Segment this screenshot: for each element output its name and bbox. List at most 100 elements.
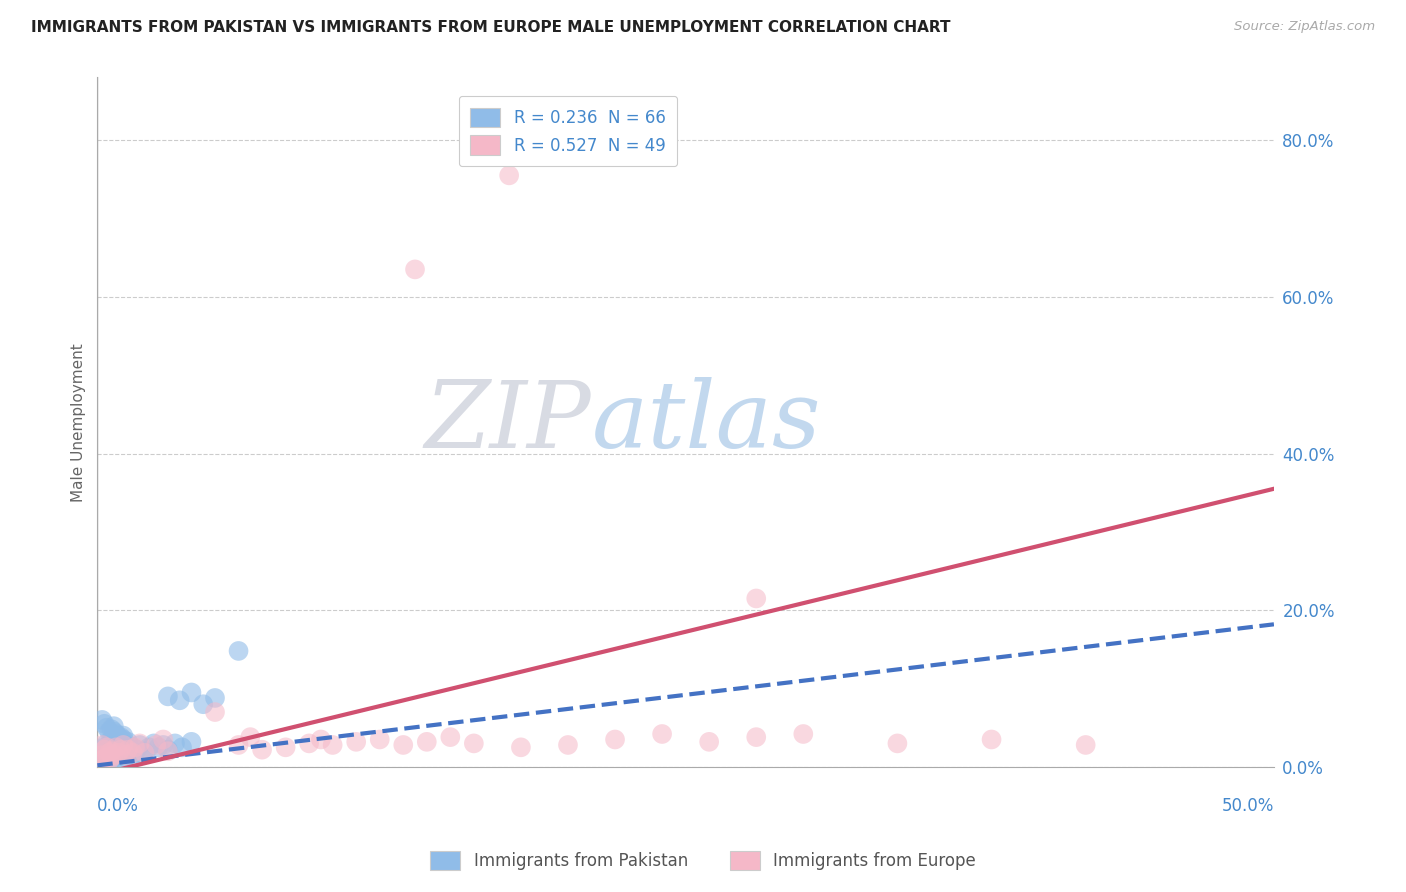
Point [193, 697, 215, 711]
Point [142, 736, 165, 750]
Point [651, 727, 673, 741]
Point [152, 732, 174, 747]
Point [117, 748, 139, 763]
Point [134, 744, 156, 758]
Point [128, 738, 150, 752]
Point [112, 732, 135, 747]
Point [114, 748, 136, 763]
Point [180, 685, 202, 699]
Point [228, 644, 250, 658]
Point [392, 738, 415, 752]
Point [134, 746, 156, 760]
Point [368, 732, 391, 747]
Point [98, 754, 121, 768]
Point [322, 738, 344, 752]
Point [163, 736, 186, 750]
Point [124, 740, 146, 755]
Point [110, 742, 132, 756]
Point [152, 738, 174, 752]
Point [228, 738, 250, 752]
Point [204, 705, 226, 719]
Point [100, 750, 122, 764]
Point [105, 740, 128, 755]
Point [145, 738, 167, 752]
Point [169, 693, 191, 707]
Point [980, 732, 1002, 747]
Point [121, 750, 143, 764]
Point [103, 754, 125, 768]
Point [1074, 738, 1097, 752]
Point [100, 742, 122, 756]
Point [103, 748, 125, 763]
Point [112, 738, 135, 752]
Point [103, 719, 125, 733]
Point [107, 730, 129, 744]
Point [96, 721, 118, 735]
Point [93, 742, 115, 756]
Point [128, 736, 150, 750]
Point [250, 742, 273, 756]
Point [148, 740, 170, 755]
Point [745, 730, 768, 744]
Text: IMMIGRANTS FROM PAKISTAN VS IMMIGRANTS FROM EUROPE MALE UNEMPLOYMENT CORRELATION: IMMIGRANTS FROM PAKISTAN VS IMMIGRANTS F… [31, 20, 950, 35]
Point [557, 738, 579, 752]
Y-axis label: Male Unemployment: Male Unemployment [72, 343, 86, 501]
Point [100, 744, 122, 758]
Point [439, 730, 461, 744]
Point [603, 732, 626, 747]
Point [112, 729, 135, 743]
Point [498, 169, 520, 183]
Point [105, 750, 128, 764]
Point [110, 752, 132, 766]
Text: Source: ZipAtlas.com: Source: ZipAtlas.com [1234, 20, 1375, 33]
Point [100, 752, 122, 766]
Point [170, 740, 193, 755]
Point [124, 746, 146, 760]
Point [91, 754, 114, 768]
Point [117, 742, 139, 756]
Point [792, 727, 814, 741]
Point [89, 756, 111, 770]
Point [298, 736, 321, 750]
Text: 0.0%: 0.0% [97, 797, 139, 814]
Legend: Immigrants from Pakistan, Immigrants from Europe: Immigrants from Pakistan, Immigrants fro… [423, 844, 983, 877]
Point [96, 740, 118, 755]
Point [416, 735, 439, 749]
Point [93, 716, 115, 731]
Point [93, 740, 115, 755]
Point [509, 740, 531, 755]
Point [96, 750, 118, 764]
Point [886, 736, 908, 750]
Point [91, 738, 114, 752]
Legend: R = 0.236  N = 66, R = 0.527  N = 49: R = 0.236 N = 66, R = 0.527 N = 49 [458, 96, 678, 166]
Point [103, 724, 125, 739]
Point [100, 732, 122, 747]
Point [100, 723, 122, 737]
Point [309, 732, 332, 747]
Point [112, 746, 135, 760]
Point [344, 735, 367, 749]
Point [120, 744, 142, 758]
Point [107, 748, 129, 763]
Point [98, 738, 121, 752]
Point [98, 746, 121, 760]
Point [107, 735, 129, 749]
Point [91, 744, 114, 758]
Point [105, 729, 128, 743]
Point [127, 742, 149, 756]
Point [697, 735, 720, 749]
Point [114, 750, 136, 764]
Point [204, 690, 226, 705]
Point [117, 735, 139, 749]
Point [121, 740, 143, 755]
Point [89, 748, 111, 763]
Point [96, 754, 118, 768]
Point [131, 748, 153, 763]
Point [156, 742, 179, 756]
Point [96, 736, 118, 750]
Point [98, 748, 121, 763]
Point [105, 727, 128, 741]
Point [114, 738, 136, 752]
Point [98, 724, 121, 739]
Point [91, 748, 114, 763]
